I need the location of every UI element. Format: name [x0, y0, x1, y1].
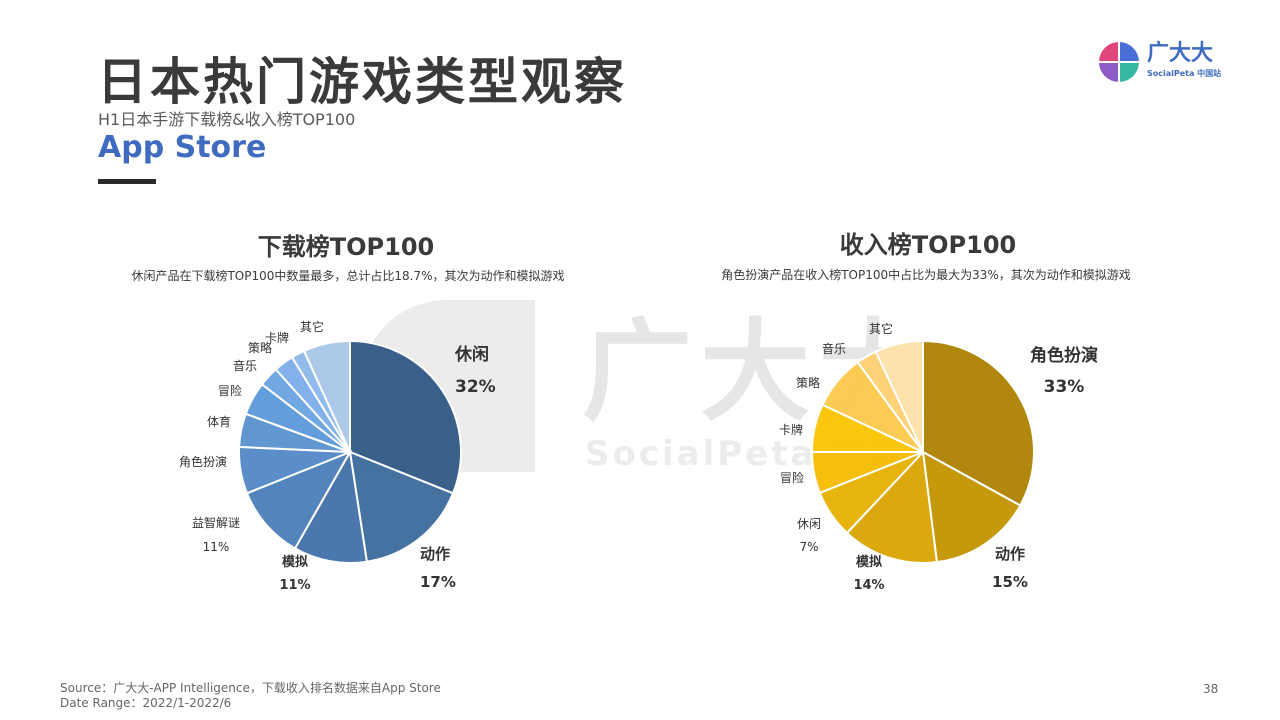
pie-slice	[302, 339, 351, 453]
pie-revenue: 角色扮演 33% 动作 15% 模拟 14% 休闲 7% 冒险 卡牌 策略 音乐 其它	[779, 321, 1098, 593]
slice-value-label: 15%	[992, 573, 1028, 591]
slice-label: 模拟	[282, 554, 308, 570]
pie-slice	[348, 450, 455, 563]
slice-label: 休闲	[797, 517, 821, 531]
slice-label: 冒险	[218, 383, 242, 398]
slice-label: 模拟	[856, 554, 882, 570]
slice-label: 动作	[995, 545, 1025, 563]
pie-slice	[921, 450, 1022, 564]
page-subtitle: H1日本手游下载榜&收入榜TOP100	[98, 110, 356, 129]
slice-label: 音乐	[233, 358, 257, 373]
page-title: 日本热门游戏类型观察	[97, 53, 627, 111]
brand-logo: 广大大 SocialPeta 中国站	[1097, 40, 1227, 84]
slice-label: 音乐	[822, 341, 846, 356]
slice-label: 休闲	[454, 344, 489, 365]
store-name: App Store	[98, 130, 267, 165]
logo-tagline: SocialPeta 中国站	[1147, 69, 1222, 78]
slice-label: 体育	[207, 414, 231, 429]
slice-value-label: 33%	[1044, 377, 1085, 397]
title-underline	[98, 179, 156, 184]
slice-label: 卡牌	[779, 423, 803, 437]
slice-label: 角色扮演	[1030, 345, 1098, 366]
slice-label: 其它	[869, 321, 893, 336]
slice-label: 角色扮演	[179, 454, 227, 469]
slice-label: 冒险	[780, 470, 804, 485]
pie-slice	[922, 339, 1035, 507]
slice-label: 益智解谜	[192, 515, 240, 530]
slice-label: 动作	[420, 545, 450, 563]
pie-slice	[845, 449, 939, 564]
slice-value-label: 14%	[853, 578, 884, 593]
slice-label: 策略	[248, 340, 272, 355]
slice-value-label: 32%	[455, 377, 496, 397]
date-range-text: Date Range：2022/1-2022/6	[60, 696, 232, 710]
chart-title-downloads: 下载榜TOP100	[257, 233, 435, 261]
chart-title-revenue: 收入榜TOP100	[839, 231, 1017, 259]
chart-note-revenue: 角色扮演产品在收入榜TOP100中占比为最大为33%，其次为动作和模拟游戏	[721, 268, 1131, 282]
source-text: Source：广大大-APP Intelligence，下载收入排名数据来自Ap…	[60, 681, 441, 695]
pie-slice	[293, 449, 369, 564]
slice-value-label: 11%	[279, 578, 310, 593]
slice-label: 卡牌	[265, 331, 289, 345]
footer-source: Source：广大大-APP Intelligence，下载收入排名数据来自Ap…	[60, 681, 441, 711]
pie-slice	[349, 339, 462, 495]
slice-value-label: 17%	[420, 573, 456, 591]
slice-value-label: 11%	[203, 540, 230, 554]
pie-slice	[874, 339, 924, 453]
page-number: 38	[1203, 682, 1219, 696]
chart-note-downloads: 休闲产品在下载榜TOP100中数量最多，总计占比18.7%，其次为动作和模拟游戏	[131, 269, 565, 283]
logo-mark-icon	[1099, 42, 1139, 82]
slice-label: 策略	[796, 375, 820, 390]
slice-label: 其它	[300, 319, 324, 334]
pie-slice	[245, 450, 353, 550]
slice-value-label: 7%	[799, 540, 818, 554]
logo-name: 广大大	[1147, 41, 1214, 66]
